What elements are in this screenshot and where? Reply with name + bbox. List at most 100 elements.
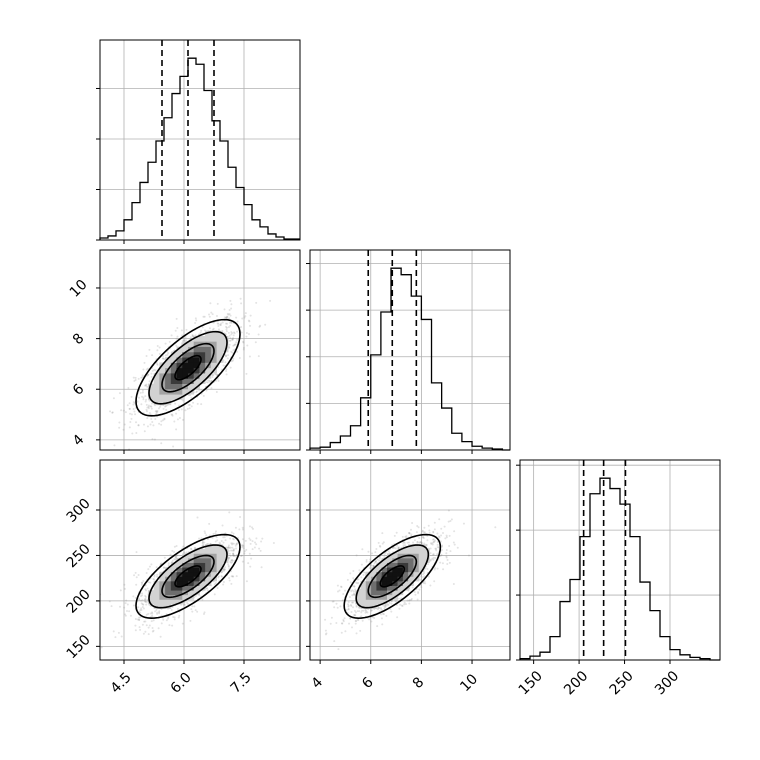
scatter-point: [149, 423, 152, 426]
scatter-point: [242, 547, 245, 550]
density-cell: [365, 580, 372, 586]
scatter-point: [173, 545, 176, 548]
scatter-point: [173, 420, 176, 423]
scatter-point: [467, 554, 470, 557]
scatter-point: [203, 315, 206, 318]
scatter-point: [208, 313, 211, 316]
scatter-point: [232, 337, 235, 340]
scatter-point: [222, 567, 225, 570]
scatter-point: [389, 608, 392, 611]
density-cell: [159, 599, 166, 605]
scatter-point: [145, 613, 148, 616]
panel-frame: [309, 459, 511, 661]
scatter-point: [147, 373, 150, 376]
scatter-point: [247, 333, 250, 336]
scatter-point: [373, 562, 376, 565]
density-cell: [147, 599, 155, 605]
scatter-point: [112, 397, 115, 400]
density-cell: [165, 599, 172, 605]
density-cell: [182, 557, 189, 563]
scatter-point: [377, 606, 380, 609]
density-cell: [182, 580, 189, 586]
scatter-point: [141, 581, 144, 584]
scatter-point: [397, 597, 400, 600]
scatter-point: [183, 339, 186, 342]
scatter-point: [232, 349, 235, 352]
density-cell: [170, 599, 177, 605]
panel-content: [100, 250, 300, 450]
scatter-point: [401, 535, 404, 538]
scatter-point: [132, 595, 135, 598]
scatter-point: [349, 604, 352, 607]
density-cell: [365, 576, 372, 582]
density-cell: [170, 590, 177, 596]
scatter-point: [208, 315, 211, 318]
scatter-point: [340, 585, 343, 588]
scatter-point: [194, 334, 197, 337]
scatter-point: [129, 412, 132, 415]
scatter-point: [438, 518, 441, 521]
scatter-point: [402, 544, 405, 547]
scatter-point: [445, 556, 448, 559]
scatter-point: [423, 571, 426, 574]
scatter-point: [142, 607, 145, 610]
density-cell: [408, 576, 414, 582]
scatter-point: [420, 586, 423, 589]
scatter-point: [210, 380, 213, 383]
contour-level-0: [379, 565, 406, 588]
density-cell: [199, 562, 206, 568]
density-cell: [210, 330, 217, 337]
scatter-point: [132, 407, 135, 410]
density-cell: [193, 335, 200, 342]
density-cell: [153, 394, 160, 400]
panel-content: [310, 460, 510, 660]
contour-level-3: [343, 533, 442, 619]
scatter-point: [233, 554, 236, 557]
scatter-point: [235, 316, 238, 319]
scatter-point: [178, 404, 181, 407]
scatter-point: [429, 584, 432, 587]
scatter-point: [456, 546, 459, 549]
scatter-point: [206, 381, 209, 384]
scatter-point: [245, 335, 248, 338]
density-cell: [188, 585, 195, 591]
density-cell: [176, 585, 183, 591]
scatter-point: [160, 423, 163, 426]
scatter-point: [232, 553, 235, 556]
scatter-point: [201, 598, 204, 601]
scatter-point: [155, 609, 158, 612]
scatter-point: [167, 562, 170, 565]
density-cell: [176, 378, 183, 384]
density-cell: [371, 599, 377, 605]
scatter-point: [135, 576, 138, 579]
density-cell: [165, 571, 172, 577]
scatter-point: [355, 554, 358, 557]
density-cell: [397, 585, 404, 591]
density-cell: [193, 580, 200, 586]
scatter-point: [129, 421, 132, 424]
scatter-point: [351, 601, 354, 604]
scatter-point: [230, 559, 233, 562]
scatter-point: [441, 545, 444, 548]
scatter-point: [149, 612, 152, 615]
scatter-point: [432, 531, 435, 534]
scatter-point: [243, 550, 246, 553]
density-cell: [165, 590, 172, 596]
scatter-point: [248, 537, 251, 540]
scatter-point: [148, 565, 151, 568]
scatter-point: [229, 555, 232, 558]
scatter-point: [163, 556, 166, 559]
scatter-point: [183, 601, 186, 604]
scatter-point: [378, 544, 381, 547]
scatter-point: [194, 317, 197, 320]
scatter-point: [325, 632, 328, 635]
scatter-point: [173, 551, 176, 553]
scatter-point: [235, 547, 238, 550]
scatter-point: [136, 618, 139, 621]
scatter-point: [434, 557, 437, 560]
scatter-point: [242, 341, 245, 344]
scatter-point: [233, 332, 236, 335]
scatter-point: [347, 608, 350, 611]
scatter-point: [434, 539, 436, 542]
density-cell: [153, 585, 160, 591]
